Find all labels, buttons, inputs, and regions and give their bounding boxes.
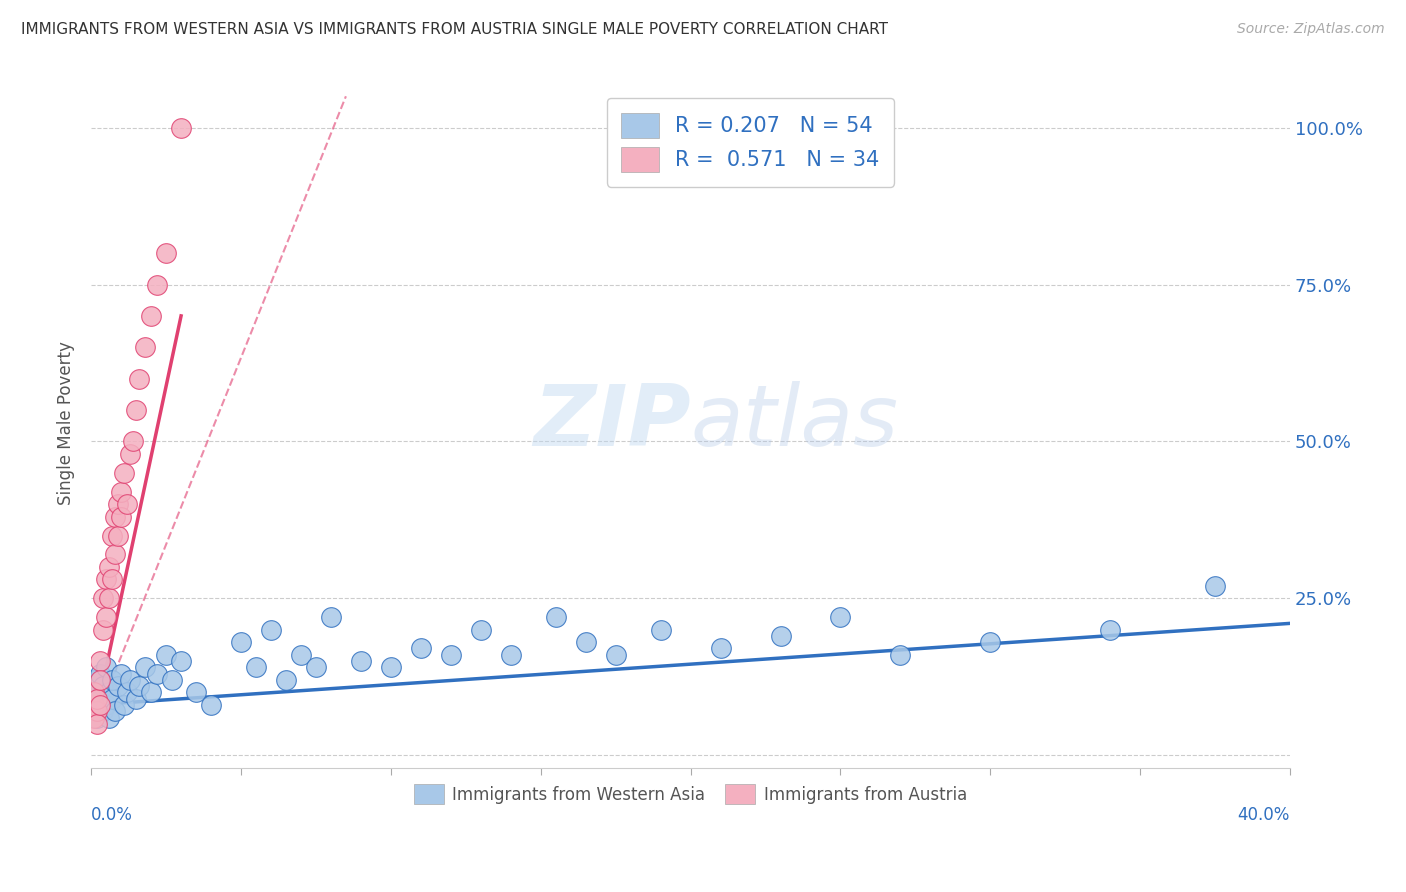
Point: [146, 666, 169, 681]
Point: [86, 704, 108, 718]
Text: atlas: atlas: [690, 381, 898, 464]
Point: [110, 666, 132, 681]
Point: [91, 623, 114, 637]
Point: [101, 573, 124, 587]
Point: [139, 685, 162, 699]
Point: [575, 635, 598, 649]
Point: [889, 648, 911, 662]
Point: [979, 635, 1001, 649]
Point: [115, 685, 138, 699]
Point: [98, 591, 121, 606]
Point: [650, 623, 672, 637]
Point: [184, 685, 207, 699]
Text: 0.0%: 0.0%: [91, 805, 134, 823]
Point: [139, 309, 162, 323]
Point: [101, 528, 124, 542]
Point: [499, 648, 522, 662]
Y-axis label: Single Male Poverty: Single Male Poverty: [58, 341, 75, 505]
Point: [94, 573, 117, 587]
Point: [260, 623, 283, 637]
Point: [86, 691, 108, 706]
Point: [605, 648, 627, 662]
Point: [134, 340, 156, 354]
Point: [101, 691, 124, 706]
Point: [350, 654, 373, 668]
Point: [274, 673, 297, 687]
Point: [155, 246, 177, 260]
Point: [305, 660, 328, 674]
Point: [83, 698, 105, 712]
Point: [1099, 623, 1122, 637]
Point: [89, 691, 111, 706]
Point: [709, 641, 731, 656]
Point: [104, 704, 127, 718]
Point: [83, 673, 105, 687]
Point: [86, 716, 108, 731]
Point: [125, 403, 148, 417]
Point: [94, 610, 117, 624]
Point: [83, 710, 105, 724]
Point: [245, 660, 267, 674]
Text: Source: ZipAtlas.com: Source: ZipAtlas.com: [1237, 22, 1385, 37]
Point: [160, 673, 183, 687]
Point: [170, 654, 193, 668]
Point: [134, 660, 156, 674]
Point: [120, 673, 142, 687]
Point: [107, 679, 129, 693]
Point: [110, 484, 132, 499]
Point: [120, 447, 142, 461]
Point: [830, 610, 852, 624]
Point: [98, 710, 121, 724]
Point: [128, 679, 150, 693]
Point: [112, 698, 135, 712]
Point: [83, 685, 105, 699]
Point: [98, 560, 121, 574]
Point: [769, 629, 792, 643]
Point: [94, 698, 117, 712]
Point: [122, 434, 145, 449]
Point: [128, 371, 150, 385]
Point: [89, 698, 111, 712]
Point: [319, 610, 342, 624]
Text: ZIP: ZIP: [533, 381, 690, 464]
Point: [104, 509, 127, 524]
Point: [107, 497, 129, 511]
Point: [91, 591, 114, 606]
Point: [440, 648, 463, 662]
Point: [89, 673, 111, 687]
Text: IMMIGRANTS FROM WESTERN ASIA VS IMMIGRANTS FROM AUSTRIA SINGLE MALE POVERTY CORR: IMMIGRANTS FROM WESTERN ASIA VS IMMIGRAN…: [21, 22, 889, 37]
Point: [470, 623, 492, 637]
Point: [380, 660, 402, 674]
Point: [409, 641, 432, 656]
Point: [89, 654, 111, 668]
Point: [290, 648, 312, 662]
Point: [98, 685, 121, 699]
Point: [544, 610, 567, 624]
Point: [83, 698, 105, 712]
Point: [91, 704, 114, 718]
Point: [1204, 579, 1226, 593]
Point: [170, 120, 193, 135]
Point: [110, 509, 132, 524]
Point: [89, 666, 111, 681]
Point: [229, 635, 252, 649]
Point: [115, 497, 138, 511]
Point: [146, 277, 169, 292]
Text: 40.0%: 40.0%: [1237, 805, 1291, 823]
Point: [200, 698, 222, 712]
Point: [86, 685, 108, 699]
Point: [101, 673, 124, 687]
Point: [155, 648, 177, 662]
Point: [112, 466, 135, 480]
Legend: Immigrants from Western Asia, Immigrants from Austria: Immigrants from Western Asia, Immigrants…: [408, 778, 974, 811]
Point: [104, 547, 127, 561]
Point: [91, 679, 114, 693]
Point: [125, 691, 148, 706]
Point: [86, 710, 108, 724]
Point: [94, 660, 117, 674]
Point: [107, 528, 129, 542]
